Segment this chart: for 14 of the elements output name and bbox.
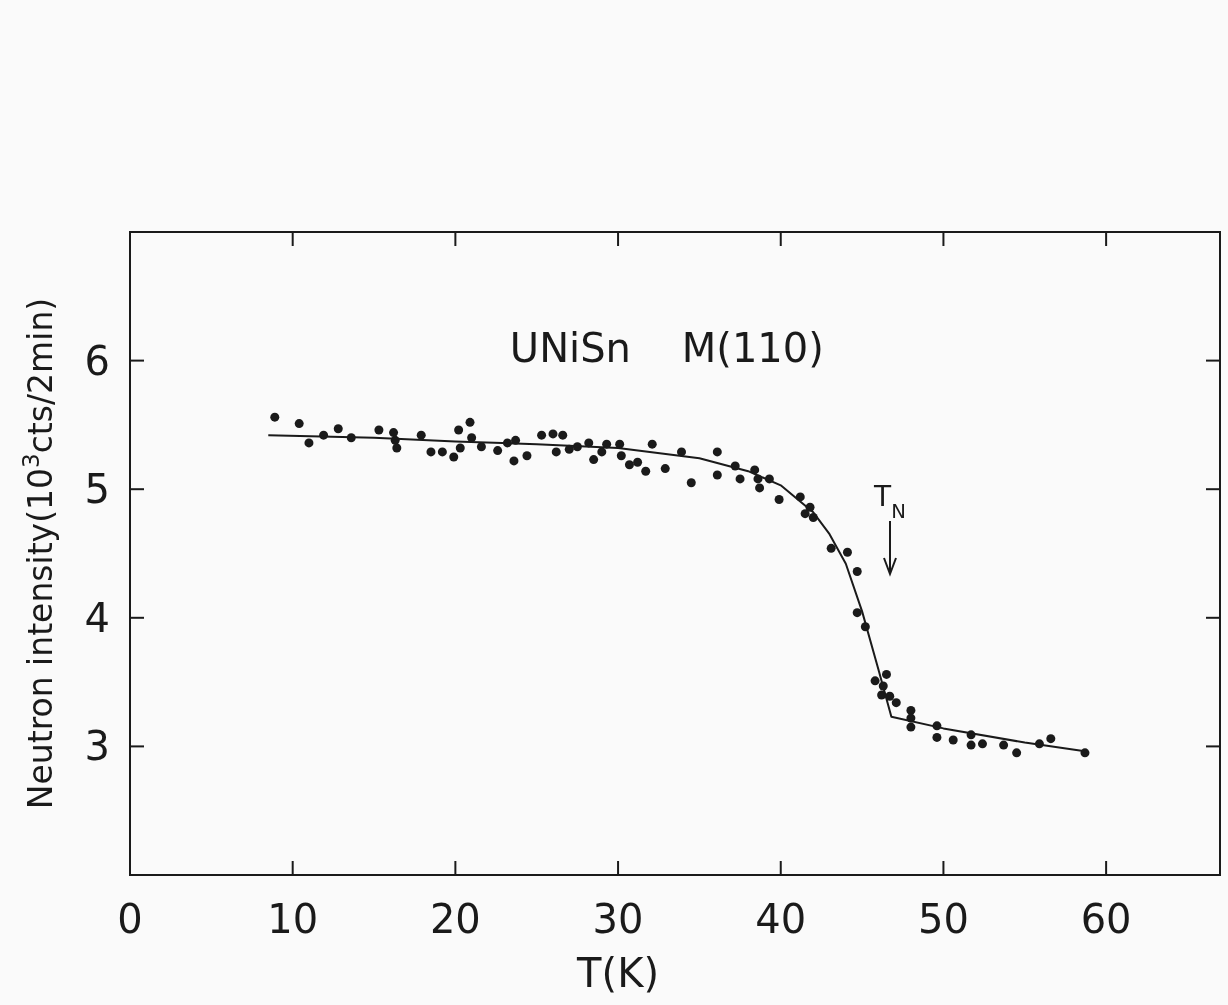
y-tick-label: 3 xyxy=(84,723,110,770)
x-tick-label: 40 xyxy=(755,896,807,942)
x-tick-label: 60 xyxy=(1080,896,1132,942)
text: UNiSn M(110) xyxy=(509,325,824,371)
x-tick-label: 50 xyxy=(917,896,969,942)
x-axis-title: T(K) xyxy=(576,950,659,996)
x-tick-label: 0 xyxy=(117,896,143,942)
x-tick-label: 30 xyxy=(592,896,644,942)
y-tick-label: 5 xyxy=(84,466,110,513)
x-tick-label: 10 xyxy=(267,896,319,942)
x-tick-label: 20 xyxy=(429,896,481,942)
annotation: T$_{N}$ xyxy=(873,480,906,523)
y-tick-label: 4 xyxy=(84,594,110,641)
y-tick-label: 6 xyxy=(84,337,110,384)
